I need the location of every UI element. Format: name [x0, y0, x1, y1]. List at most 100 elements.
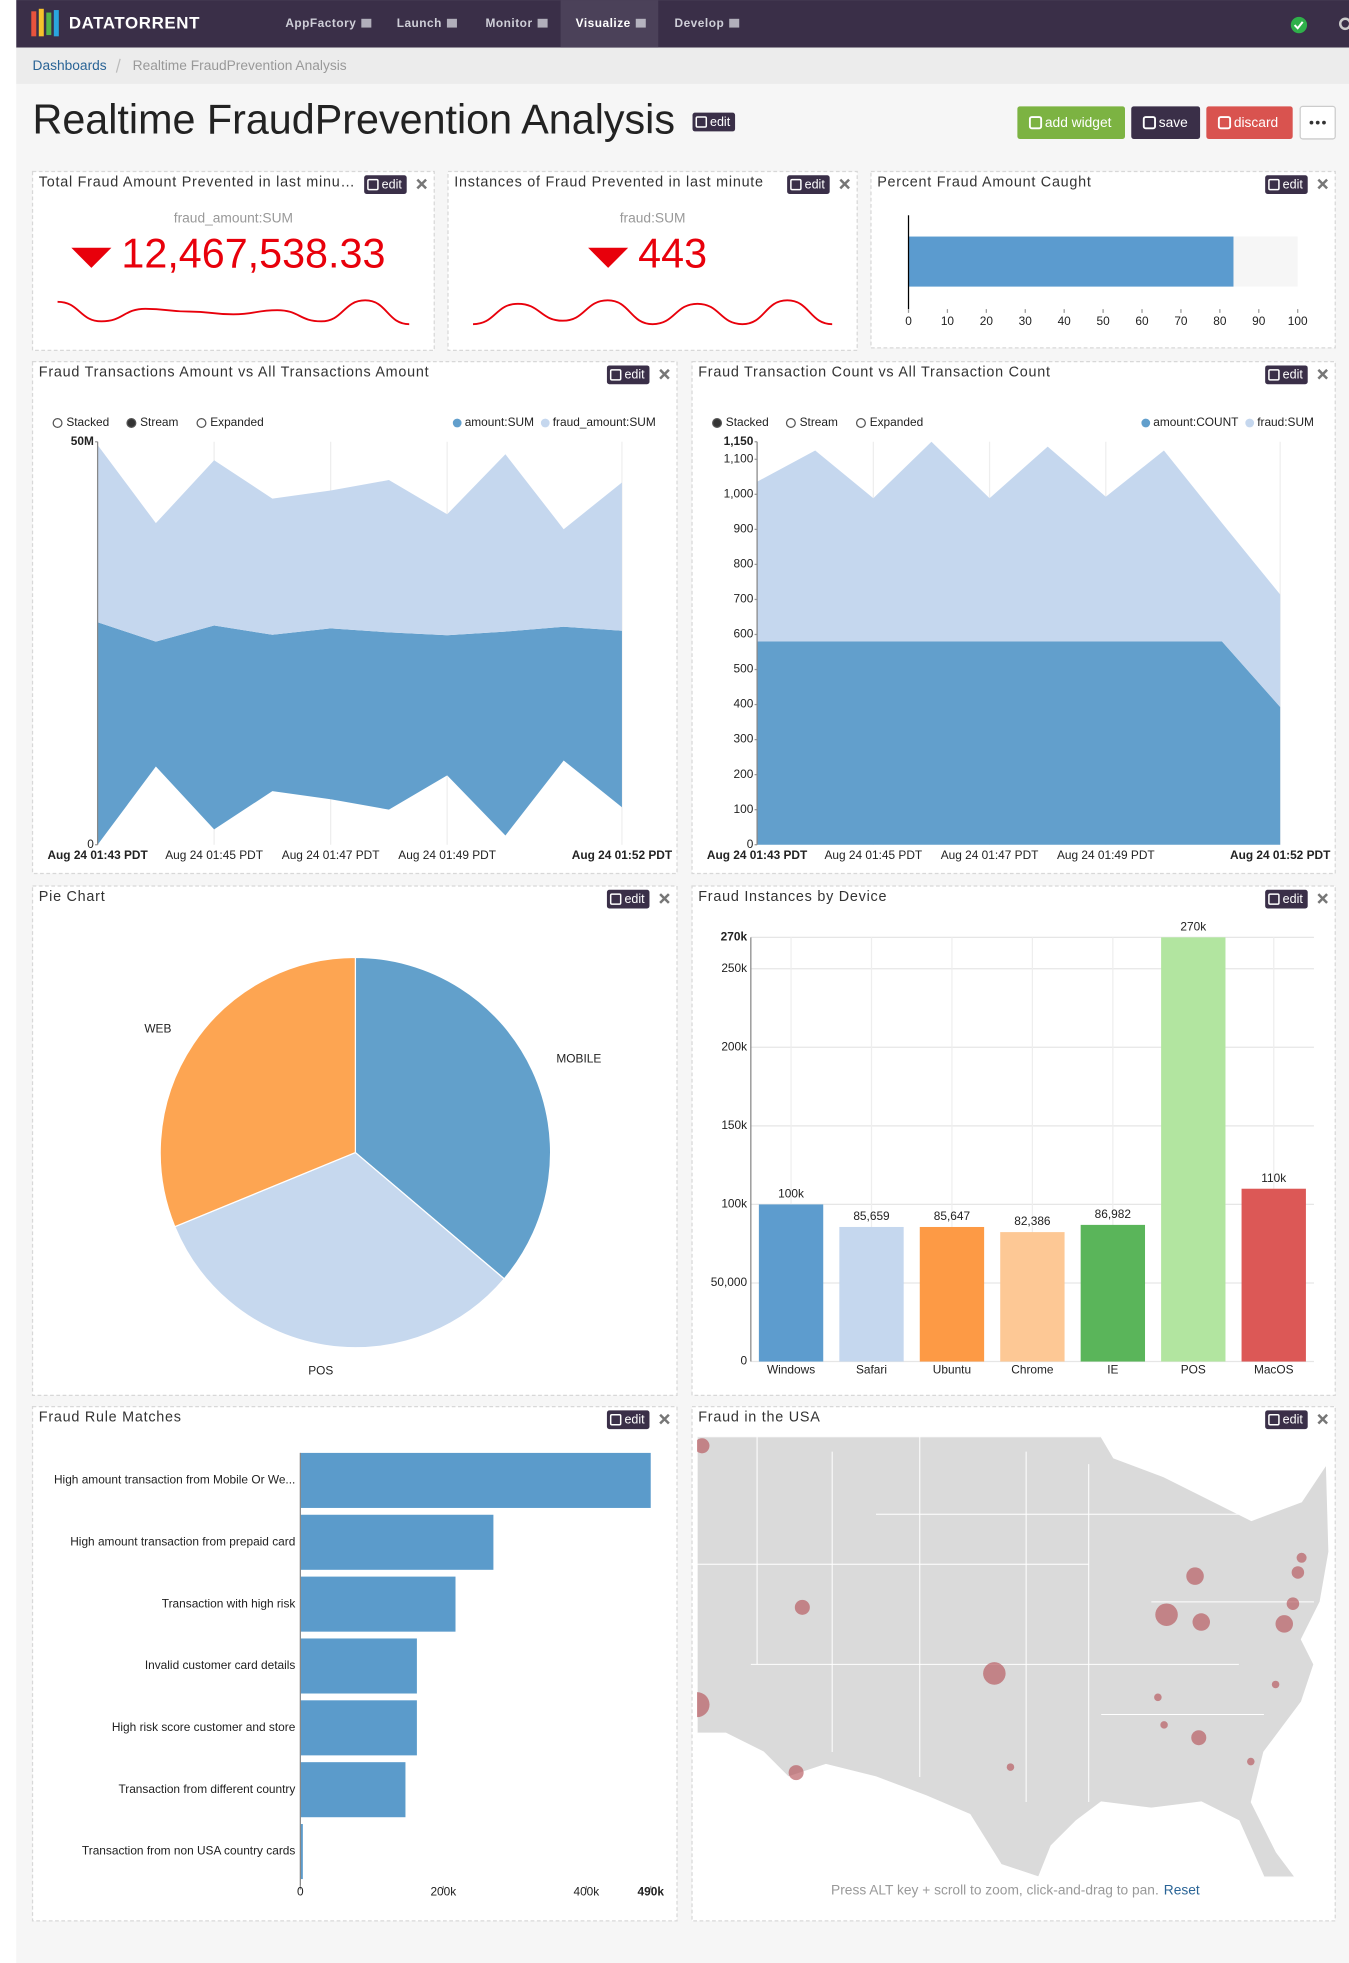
mode-label[interactable]: Stream [140, 415, 178, 429]
bubble[interactable] [694, 1438, 710, 1454]
mode-radio[interactable] [196, 417, 207, 429]
more-dot [1315, 120, 1320, 125]
nav-item[interactable]: Develop [675, 16, 725, 30]
button-label[interactable]: discard [1234, 115, 1278, 130]
map-reset[interactable]: Reset [1164, 1883, 1200, 1898]
y-tick-label: 270k [721, 929, 748, 943]
settings-icon[interactable] [1338, 17, 1349, 31]
bubble[interactable] [1155, 1603, 1178, 1626]
bubble[interactable] [983, 1662, 1006, 1685]
close-icon[interactable] [659, 893, 670, 904]
x-tick-label: Aug 24 01:49 PDT [398, 848, 496, 862]
mode-label[interactable]: Stacked [66, 415, 109, 429]
button-label[interactable]: save [1159, 115, 1188, 130]
mode-radio[interactable] [52, 417, 63, 429]
pie-slice [159, 956, 357, 1228]
bubble[interactable] [1191, 1730, 1207, 1746]
button-icon [1217, 116, 1232, 130]
edit-label[interactable]: edit [624, 892, 645, 906]
mode-radio[interactable] [785, 417, 796, 429]
edit-label[interactable]: edit [624, 1413, 645, 1427]
x-tick-label: 50 [1096, 314, 1110, 328]
bubble[interactable] [788, 1765, 804, 1781]
header-button[interactable] [1206, 106, 1293, 139]
close-icon[interactable] [839, 178, 850, 190]
nav-item[interactable]: Launch [397, 16, 442, 30]
legend-dot[interactable] [1141, 418, 1151, 428]
legend-label[interactable]: amount:COUNT [1153, 415, 1238, 429]
edit-label[interactable]: edit [1283, 892, 1304, 906]
bubble[interactable] [1291, 1566, 1305, 1579]
breadcrumb-link[interactable]: Dashboards [33, 58, 107, 73]
bubble[interactable] [685, 1692, 710, 1718]
x-tick-label: Aug 24 01:45 PDT [165, 848, 263, 862]
pie-slice [173, 1151, 506, 1349]
x-tick-label: Aug 24 01:43 PDT [707, 848, 808, 862]
close-icon[interactable] [1317, 368, 1328, 380]
edit-label[interactable]: edit [1283, 1413, 1304, 1427]
edit-label[interactable]: edit [624, 368, 645, 382]
edit-label[interactable]: edit [710, 115, 731, 129]
legend-label[interactable]: fraud:SUM [1257, 415, 1314, 429]
bubble[interactable] [1296, 1552, 1307, 1563]
bubble[interactable] [1160, 1721, 1168, 1729]
x-tick-label: Aug 24 01:45 PDT [824, 848, 922, 862]
mode-label[interactable]: Stream [800, 415, 838, 429]
nav-item[interactable]: Visualize [576, 16, 631, 30]
close-icon[interactable] [659, 1413, 670, 1425]
bubble[interactable] [1186, 1567, 1204, 1585]
header-button[interactable] [1131, 106, 1201, 139]
legend-label[interactable]: fraud_amount:SUM [553, 415, 656, 429]
close-icon[interactable] [1317, 1413, 1328, 1425]
legend-dot[interactable] [452, 418, 462, 428]
x-tick-label: 30 [1019, 314, 1033, 328]
area [757, 641, 1281, 845]
y-tick-label: 0 [87, 837, 94, 851]
close-icon[interactable] [1317, 178, 1328, 190]
bubble[interactable] [794, 1599, 810, 1615]
bubble[interactable] [1275, 1615, 1294, 1633]
mode-label[interactable]: Stacked [726, 415, 769, 429]
bubble[interactable] [1247, 1757, 1255, 1766]
x-tick-label: 0 [905, 314, 912, 328]
bubble[interactable] [1286, 1597, 1300, 1610]
y-tick-label: 100k [721, 1197, 747, 1211]
close-icon[interactable] [1317, 893, 1328, 904]
close-icon[interactable] [416, 178, 427, 190]
legend-dot[interactable] [1245, 418, 1255, 428]
mode-label[interactable]: Expanded [870, 415, 923, 429]
mode-radio[interactable] [126, 417, 137, 429]
bubble[interactable] [1006, 1763, 1015, 1771]
y-tick-label: 500 [734, 662, 754, 676]
button-label[interactable]: add widget [1045, 115, 1112, 130]
header-button[interactable] [1017, 106, 1126, 139]
bubble[interactable] [1192, 1613, 1211, 1631]
mode-radio[interactable] [855, 417, 866, 429]
edit-label[interactable]: edit [1283, 368, 1304, 382]
y-tick-label: 50,000 [711, 1275, 748, 1289]
y-tick-label: 700 [734, 592, 754, 606]
bubble[interactable] [1154, 1693, 1162, 1702]
y-tick-label: 0 [740, 1354, 747, 1368]
legend-label[interactable]: amount:SUM [465, 415, 534, 429]
widget-title: Percent Fraud Amount Caught [877, 175, 1091, 191]
widget-title: Fraud Transaction Count vs All Transacti… [698, 365, 1050, 381]
mode-radio[interactable] [712, 417, 723, 429]
edit-label[interactable]: edit [805, 178, 826, 192]
mode-label[interactable]: Expanded [210, 415, 263, 429]
edit-label[interactable]: edit [382, 178, 403, 192]
kpi-label: fraud_amount:SUM [174, 211, 293, 226]
x-tick-label: 100 [1288, 314, 1308, 328]
bubble[interactable] [1271, 1680, 1280, 1689]
y-tick-label: 100 [734, 802, 754, 816]
legend-dot[interactable] [540, 418, 550, 428]
y-tick-label: Transaction from different country [118, 1782, 295, 1796]
nav-item[interactable]: Monitor [486, 16, 533, 30]
edit-icon [367, 178, 379, 191]
y-tick-label: 50M [71, 434, 94, 448]
area [97, 622, 622, 845]
edit-label[interactable]: edit [1283, 178, 1304, 192]
nav-item[interactable]: AppFactory [285, 16, 356, 30]
close-icon[interactable] [659, 368, 670, 380]
brand[interactable]: DATATORRENT [69, 13, 200, 32]
